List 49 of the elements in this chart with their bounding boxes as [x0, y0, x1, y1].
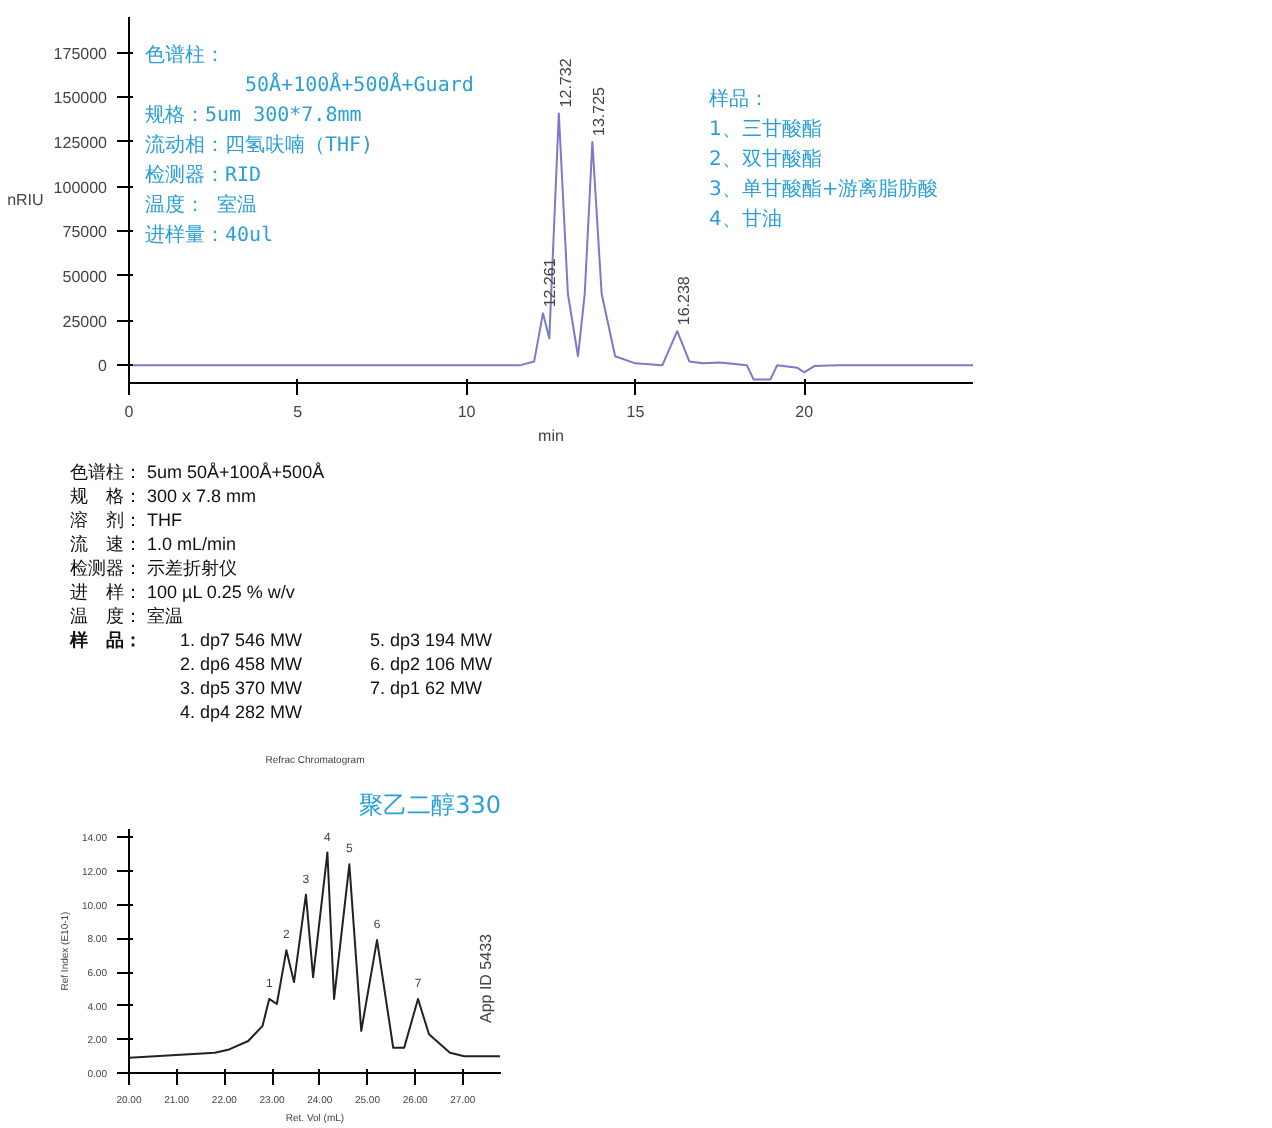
text: 色谱柱： 5um 50Å+100Å+500Å: [70, 460, 327, 484]
y-tick-label: 75000: [62, 223, 109, 242]
y-tick-label: 125000: [53, 133, 109, 152]
y-tick-label: 50000: [62, 267, 109, 286]
x-tick-label: 15: [626, 403, 646, 421]
text: 6. dp2 106 MW: [370, 652, 495, 676]
x-tick-label: 0: [124, 403, 135, 421]
text: 溶 剂： THF: [70, 508, 184, 532]
text: 1. dp7 546 MW: [180, 628, 305, 652]
y-tick-label: 175000: [53, 44, 109, 63]
annotation: 4、甘油: [709, 207, 782, 231]
text: 5. dp3 194 MW: [370, 628, 495, 652]
annotation: App ID 5433: [477, 932, 495, 1023]
x-axis-title: min: [538, 427, 564, 445]
annotation: 50Å+100Å+500Å+Guard: [245, 71, 474, 97]
text: 3. dp5 370 MW: [180, 676, 305, 700]
line-series: [129, 851, 501, 1059]
x-tick-label: 20: [795, 403, 815, 421]
annotation: 样品：: [709, 87, 769, 111]
annotation: 13.725: [590, 85, 609, 136]
text: 样 品：: [70, 628, 144, 654]
x-tick-label: 10: [457, 403, 477, 421]
annotation: 进样量：40ul: [145, 223, 274, 247]
y-tick-label: 150000: [53, 89, 109, 108]
annotation: 检测器：RID: [145, 163, 262, 187]
annotation: 12.261: [540, 257, 559, 308]
text: 2. dp6 458 MW: [180, 652, 305, 676]
y-tick-label: 0: [98, 357, 109, 376]
text: 4. dp4 282 MW: [180, 700, 305, 724]
annotation: 12.732: [556, 57, 575, 108]
y-axis-title: nRIU: [7, 191, 45, 209]
annotation: 色谱柱：: [145, 43, 225, 67]
text: 7. dp1 62 MW: [370, 676, 485, 700]
annotation: 2、双甘酸酯: [709, 147, 822, 171]
annotation: 3、单甘酸酯+游离脂肪酸: [709, 177, 939, 201]
text: 流 速： 1.0 mL/min: [70, 532, 239, 556]
x-tick-label: 5: [293, 403, 304, 421]
annotation: 流动相：四氢呋喃（THF): [145, 133, 374, 157]
annotation: 温度： 室温: [145, 193, 258, 217]
annotation: 1、三甘酸酯: [709, 117, 822, 141]
text: 进 样： 100 µL 0.25 % w/v: [70, 580, 297, 604]
text: 检测器： 示差折射仪: [70, 556, 240, 580]
chart-subtitle: 聚乙二醇330: [359, 791, 501, 819]
y-tick-label: 100000: [53, 178, 109, 197]
annotation: 16.238: [675, 275, 694, 326]
text: 温 度： 室温: [70, 604, 186, 628]
y-tick-label: 25000: [62, 312, 109, 331]
annotation: 规格：5um 300*7.8mm: [145, 103, 362, 127]
text: 规 格： 300 x 7.8 mm: [70, 484, 259, 508]
